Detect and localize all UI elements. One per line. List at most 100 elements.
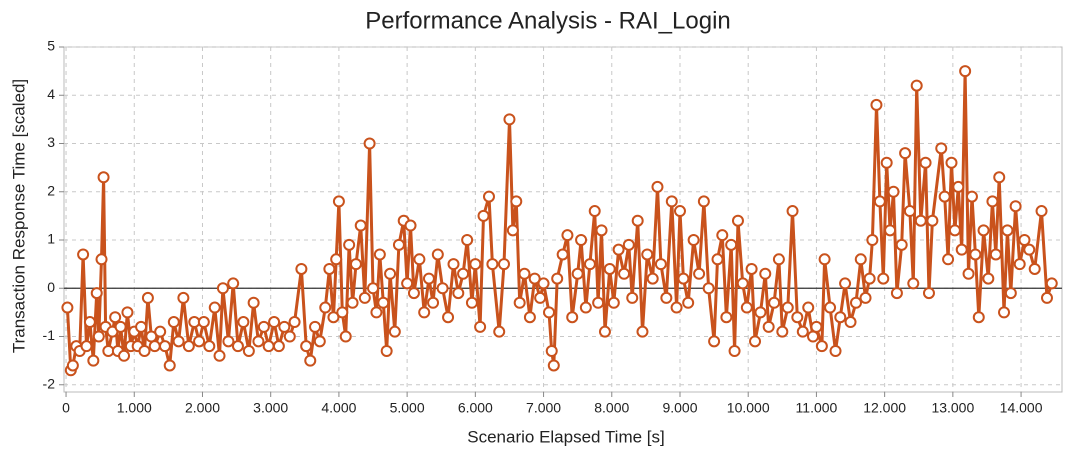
data-point [252,335,265,348]
data-point [231,340,244,353]
data-point [1028,262,1041,275]
data-point [404,219,417,232]
chart-title: Performance Analysis - RAI_Login [365,7,731,34]
data-point [993,171,1006,184]
x-tick-label: 1.000 [117,400,152,416]
data-point [989,248,1002,261]
data-point [506,224,519,237]
x-tick-label: 5.000 [390,400,425,416]
y-tick-label: 2 [47,182,55,198]
data-point [895,238,908,251]
data-point [791,311,804,324]
data-point [257,320,270,333]
data-point [665,195,678,208]
data-point [1023,243,1036,256]
data-point [227,277,240,290]
data-point [309,320,322,333]
data-point [330,253,343,266]
x-tick-label: 8.000 [594,400,629,416]
data-point [1035,205,1048,218]
data-point [598,325,611,338]
data-point [834,311,847,324]
data-point [938,190,951,203]
data-point [977,224,990,237]
data-point [588,205,601,218]
data-point [177,291,190,304]
data-point [197,316,210,329]
x-tick-label: 14.000 [1000,400,1043,416]
data-point [919,156,932,169]
data-point [80,340,93,353]
data-point [673,205,686,218]
data-point [300,340,313,353]
data-point [431,248,444,261]
data-point [839,277,852,290]
data-point [768,296,781,309]
data-point [1040,291,1053,304]
data-point [109,311,122,324]
data-point [172,335,185,348]
data-point [163,359,176,372]
data-point [959,65,972,78]
data-point [313,335,326,348]
data-point [982,272,995,285]
data-point [772,253,785,266]
data-point [677,272,690,285]
data-point [561,229,574,242]
data-point [884,224,897,237]
data-point [457,267,470,280]
data-point [474,320,487,333]
data-point [759,267,772,280]
data-point [216,282,229,295]
data-point [358,291,371,304]
data-point [720,311,733,324]
data-point [90,287,103,300]
y-tick-label: 4 [47,86,55,102]
x-tick-label: 2.000 [185,400,220,416]
data-point [903,205,916,218]
x-tick-label: 4.000 [321,400,356,416]
data-point [887,185,900,198]
data-point [148,340,161,353]
data-point [754,306,767,319]
data-point [802,301,815,314]
data-point [384,267,397,280]
data-point [687,234,700,247]
data-point [603,262,616,275]
x-tick-label: 9.000 [662,400,697,416]
data-point [121,306,134,319]
data-point [631,214,644,227]
data-point [135,320,148,333]
data-point [461,234,474,247]
data-point [418,306,431,319]
data-point [413,253,426,266]
data-point [422,272,435,285]
data-point [503,113,516,126]
data-point [716,229,729,242]
data-point [866,234,879,247]
data-point [914,214,927,227]
data-point [942,253,955,266]
data-point [537,277,550,290]
data-point [781,301,794,314]
data-point [442,311,455,324]
x-tick-label: 3.000 [253,400,288,416]
data-point [870,98,883,111]
data-point [288,316,301,329]
data-point [319,301,332,314]
data-point [452,287,465,300]
data-point [863,272,876,285]
data-point [95,253,108,266]
data-point [818,253,831,266]
data-point [447,258,460,271]
data-point [859,291,872,304]
data-point [844,316,857,329]
data-point [401,277,414,290]
data-point [380,344,393,357]
data-point [592,296,605,309]
data-point [725,238,738,251]
data-point [182,340,195,353]
data-point [854,253,867,266]
data-point [910,79,923,92]
data-point [354,219,367,232]
